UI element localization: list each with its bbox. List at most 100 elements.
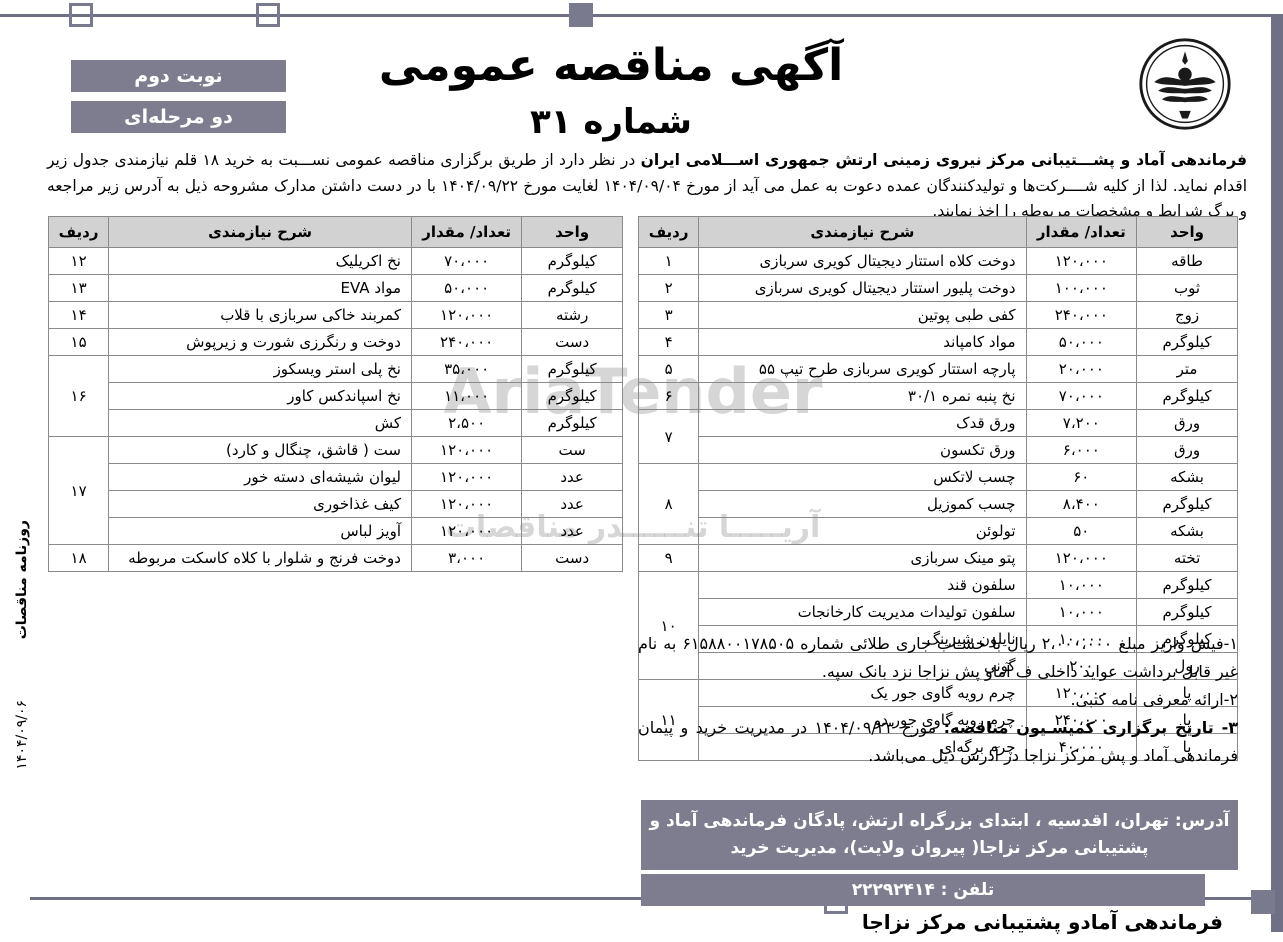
table-row: کیلوگرم ۵۰،۰۰۰ مواد EVA ۱۳ [47, 274, 623, 302]
cell-vahed: دست [521, 544, 623, 572]
cell-desc: کیف غذاخوری [108, 490, 412, 518]
cell-desc: تولوئن [698, 517, 1027, 545]
cell-tedad: ۱۰،۰۰۰ [1025, 598, 1138, 626]
cell-desc: نخ اکریلیک [108, 247, 412, 275]
cell-desc: مواد کامپاند [698, 328, 1027, 356]
th-tedad: تعداد/ مقدار [1025, 216, 1138, 248]
table-row: پا ۴۰،۰۰۰ چرم برگه‌ای [639, 733, 1238, 761]
cell-vahed: پا [1136, 733, 1238, 761]
cell-vahed: کیلوگرم [521, 409, 623, 437]
table-row: طاقه ۱۲۰،۰۰۰ دوخت کلاه استتار دیجیتال کویر… [637, 247, 1238, 275]
intro-paragraph: فرماندهی آماد و پشـــتیبانی مرکز نیروی ز… [47, 148, 1247, 225]
cell-desc: چرم برگه‌ای [698, 733, 1027, 761]
notes-block: ۱-فیش واریز مبلغ ۲،۰۰۰،۰۰۰ ریال با حسـاب… [638, 630, 1238, 770]
table-row: کیلوگرم ۱۱،۰۰۰ نخ اسپاندکس کاور [49, 382, 623, 410]
cell-vahed: رشته [521, 301, 623, 329]
table-row: رول ۲۰۰ گونی [639, 652, 1238, 680]
cell-vahed: متر [1136, 355, 1238, 383]
cell-desc: ورق قدک [698, 409, 1027, 437]
table-row: ست ۱۲۰،۰۰۰ ست ( قاشق، چنگال و کارد) ۱۷ [47, 436, 623, 545]
table-row: کیلوگرم ۷۰،۰۰۰ نخ پنبه نمره ۳۰/۱ ۶ [637, 382, 1238, 410]
cell-vahed: تخته [1136, 544, 1238, 572]
th-vahed: واحد [521, 216, 623, 248]
cell-vahed: کیلوگرم [521, 274, 623, 302]
cell-vahed: کیلوگرم [1136, 382, 1238, 410]
table-row: کیلوگرم ۸،۴۰۰ چسب کموزیل [639, 490, 1238, 518]
cell-desc: پارچه استتار کویری سربازی طرح تیپ ۵۵ [698, 355, 1027, 383]
th-tedad: تعداد/ مقدار [410, 216, 523, 248]
cell-radif: ۱۵ [47, 328, 110, 356]
th-vahed: واحد [1136, 216, 1238, 248]
cell-vahed: کیلوگرم [521, 355, 623, 383]
note-3-label: ۳- تاریخ برگزاری کمیسـیون مناقصه: [943, 718, 1238, 737]
cell-vahed: کیلوگرم [1136, 598, 1238, 626]
cell-tedad: ۱۰،۰۰۰ [1025, 571, 1138, 599]
table-row: عدد ۱۲۰،۰۰۰ کیف غذاخوری [49, 490, 623, 518]
top-rule [0, 14, 1283, 17]
cell-radif: ۱۶ [47, 355, 110, 437]
cell-tedad: ۲۴۰،۰۰۰ [410, 328, 523, 356]
table-row: رشته ۱۲۰،۰۰۰ کمربند خاکی سربازی با قلاب ۱۴ [47, 301, 623, 329]
cell-desc: چسب کموزیل [698, 490, 1027, 518]
cell-vahed: کیلوگرم [521, 247, 623, 275]
decor-square-1 [569, 3, 593, 27]
table-row: کیلوگرم ۲،۵۰۰ کش [49, 409, 623, 437]
table-row: دست ۲۴۰،۰۰۰ دوخت و رنگرزی شورت و زیرپوش ۱۵ [47, 328, 623, 356]
cell-vahed: زوج [1136, 301, 1238, 329]
cell-tedad: ۱۲۰،۰۰۰ [410, 463, 523, 491]
badge-round: نوبت دوم [71, 60, 286, 92]
cell-tedad: ۲۴۰،۰۰۰ [1025, 301, 1138, 329]
cell-vahed: پا [1136, 706, 1238, 734]
table-row: عدد ۱۲۰،۰۰۰ آویز لباس [49, 517, 623, 545]
table-row: زوج ۲۴۰،۰۰۰ کفی طبی پوتین ۳ [637, 301, 1238, 329]
th-desc: شرح نیازمندی [698, 216, 1027, 248]
decor-square-3 [69, 3, 93, 27]
cell-desc: نخ پنبه نمره ۳۰/۱ [698, 382, 1027, 410]
cell-vahed: دست [521, 328, 623, 356]
cell-radif: ۱ [637, 247, 700, 275]
intro-lead: فرماندهی آماد و پشـــتیبانی مرکز نیروی ز… [640, 151, 1247, 169]
table-row: دست ۳،۰۰۰ دوخت فرنج و شلوار با کلاه کاسکت … [47, 544, 623, 572]
side-text-newspaper: روزنامه مناقصات [14, 520, 30, 640]
cell-vahed: ورق [1136, 436, 1238, 464]
cell-desc: چرم رویه گاوی جور دو [698, 706, 1027, 734]
cell-vahed: کیلوگرم [1136, 490, 1238, 518]
cell-tedad: ۱۰،۰۰۰ [1025, 625, 1138, 653]
cell-vahed: رول [1136, 652, 1238, 680]
cell-tedad: ۸،۴۰۰ [1025, 490, 1138, 518]
cell-desc: سلفون قند [698, 571, 1027, 599]
table-row: کیلوگرم ۱۰،۰۰۰ سلفون قند ۱۰ [637, 571, 1238, 680]
cell-tedad: ۵۰ [1025, 517, 1138, 545]
table-row: ورق ۷،۲۰۰ ورق قدک ۷ [637, 409, 1238, 464]
cell-desc: سلفون تولیدات مدیریت کارخانجات [698, 598, 1027, 626]
cell-radif: ۱۰ [637, 571, 700, 680]
cell-tedad: ۲۰،۰۰۰ [1025, 355, 1138, 383]
cell-radif: ۱۲ [47, 247, 110, 275]
telephone-box: تلفن : ۲۲۲۹۲۴۱۴ [641, 874, 1205, 906]
cell-tedad: ۱۲۰،۰۰۰ [1025, 247, 1138, 275]
decor-square-2 [256, 3, 280, 27]
cell-desc: نخ اسپاندکس کاور [108, 382, 412, 410]
document-header: آگهی مناقصه عمومی شماره ۳۱ نوبت دوم دو م… [61, 22, 1261, 142]
right-vertical-bar [1271, 14, 1283, 932]
decor-square-4 [1251, 890, 1275, 914]
cell-radif: ۱۸ [47, 544, 110, 572]
cell-radif: ۳ [637, 301, 700, 329]
page-subtitle: شماره ۳۱ [530, 102, 692, 142]
side-text-date: ۱۴۰۴/۰۹/۰۶ [14, 700, 30, 770]
note-3-text: مورخ ۱۴۰۴/۰۹/۲۳ در مدیریت خرید و پیمان ف… [638, 718, 1238, 765]
cell-desc: نخ پلی استر ویسکوز [108, 355, 412, 383]
cell-tedad: ۶،۰۰۰ [1025, 436, 1138, 464]
table-header-row: واحد تعداد/ مقدار شرح نیازمندی ردیف [637, 216, 1238, 248]
requirements-table-left: واحد تعداد/ مقدار شرح نیازمندی ردیف طاقه… [637, 216, 1238, 761]
badge-stage: دو مرحله‌ای [71, 101, 286, 133]
cell-vahed: ثوب [1136, 274, 1238, 302]
cell-vahed: بشکه [1136, 517, 1238, 545]
cell-tedad: ۶۰ [1025, 463, 1138, 491]
cell-radif: ۱۷ [47, 436, 110, 545]
cell-tedad: ۲،۵۰۰ [410, 409, 523, 437]
cell-desc: ست ( قاشق، چنگال و کارد) [108, 436, 412, 464]
table-row: کیلوگرم ۱۰،۰۰۰ نایلون شیرینگ [639, 625, 1238, 653]
cell-vahed: کیلوگرم [1136, 328, 1238, 356]
note-1: ۱-فیش واریز مبلغ ۲،۰۰۰،۰۰۰ ریال با حسـاب… [638, 634, 1239, 681]
